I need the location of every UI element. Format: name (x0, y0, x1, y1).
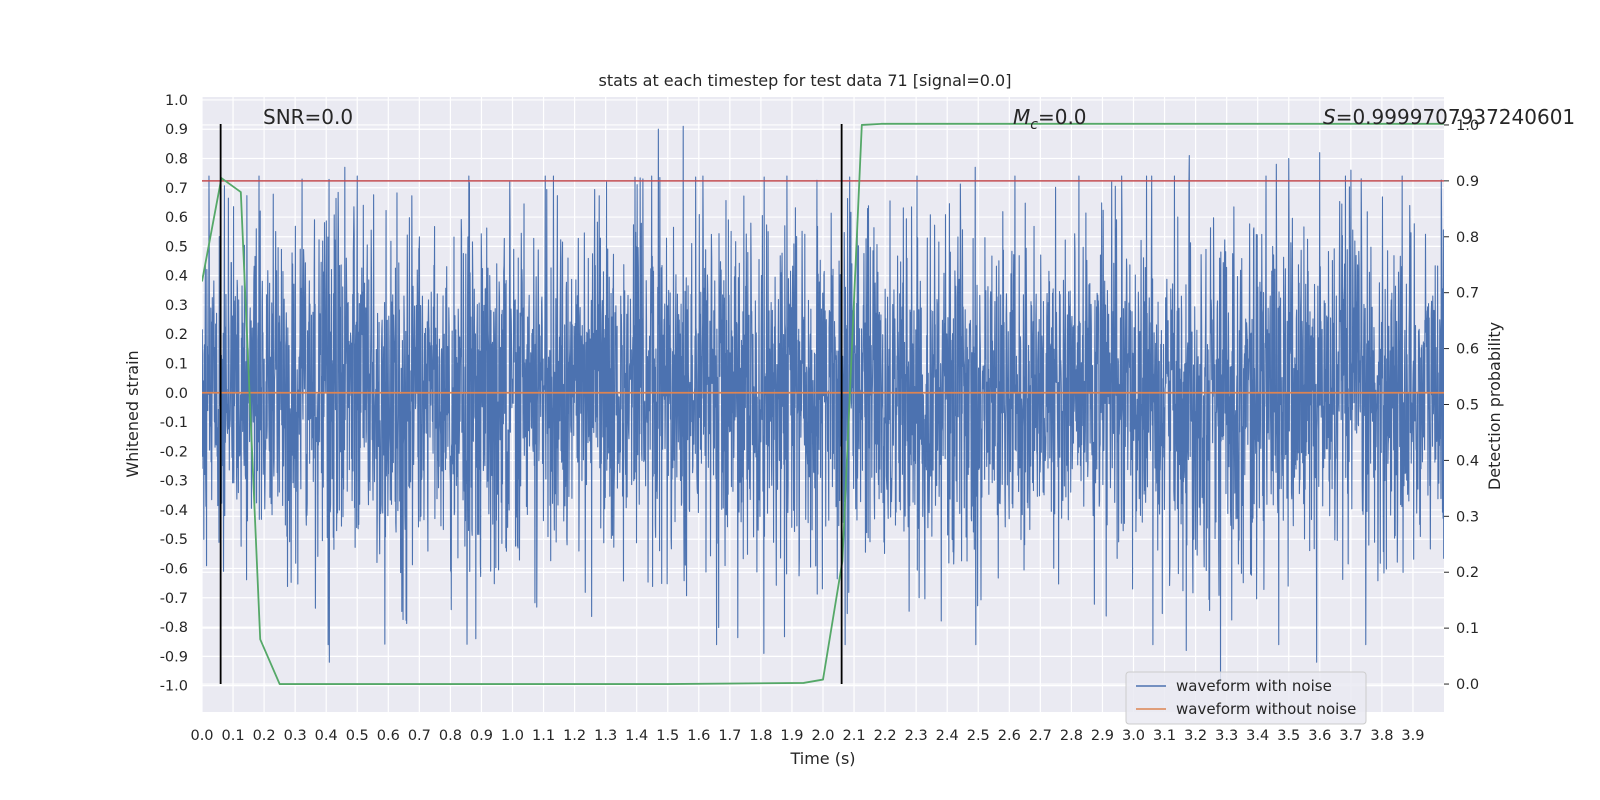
chirp-mass-subscript: c (1030, 117, 1038, 133)
series-detection-probability (202, 122, 1444, 685)
score-symbol: S (1323, 105, 1336, 129)
score-annotation: S=0.9999707937240601 (1323, 105, 1575, 129)
y2-tick-label: 0.9 (1456, 174, 1479, 190)
x-tick-label: 3.1 (1153, 728, 1176, 744)
noise-series (202, 125, 1444, 684)
y-tick-label: 0.7 (165, 181, 188, 197)
x-tick-label: 2.6 (998, 728, 1021, 744)
y2-tick-label: 0.6 (1456, 342, 1479, 358)
y-tick-label: -0.5 (160, 532, 188, 548)
y-tick-label: -1.0 (160, 679, 188, 695)
marks (219, 124, 843, 685)
x-tick-label: 2.4 (936, 728, 959, 744)
y-tick-label: -0.8 (160, 620, 188, 636)
legend: waveform with noise waveform without noi… (1125, 671, 1367, 725)
x-tick-label: 1.8 (749, 728, 772, 744)
x-tick-label: 3.3 (1215, 728, 1238, 744)
x-tick-label: 2.3 (905, 728, 928, 744)
y-tick-label: 0.3 (165, 298, 188, 314)
x-tick-label: 3.4 (1246, 728, 1269, 744)
y-tick-label: 0.1 (165, 357, 188, 373)
score-value: =0.9999707937240601 (1336, 105, 1575, 129)
legend-box (1125, 671, 1367, 725)
y2-tick-label: 0.2 (1456, 565, 1479, 581)
x-tick-label: 3.7 (1339, 728, 1362, 744)
y-tick-label: -0.9 (160, 649, 188, 665)
y-tick-label: -0.2 (160, 444, 188, 460)
y2-tick-label: 0.7 (1456, 286, 1479, 302)
y-tick-label: 0.8 (165, 152, 188, 168)
x-tick-label: 3.2 (1184, 728, 1207, 744)
x-tick-label: 1.2 (563, 728, 586, 744)
y2-axis-label: Detection probability (1485, 322, 1504, 490)
y2-tick-label: 0.0 (1456, 677, 1479, 693)
y-axis-label: Whitened strain (123, 350, 142, 477)
y2-tick-label: 0.3 (1456, 509, 1479, 525)
x-tick-label: 3.9 (1401, 728, 1424, 744)
x-tick-label: 0.8 (439, 728, 462, 744)
y2-tick-label: 0.4 (1456, 453, 1479, 469)
y-tick-label: 0.0 (165, 386, 188, 402)
line-series (202, 122, 1444, 685)
y-tick-label: 0.4 (165, 269, 188, 285)
y-tick-label: 0.9 (165, 122, 188, 138)
x-tick-label: 2.9 (1091, 728, 1114, 744)
snr-annotation: SNR=0.0 (263, 105, 353, 129)
x-tick-label: 0.1 (222, 728, 245, 744)
x-tick-label: 2.8 (1060, 728, 1083, 744)
x-tick-label: 3.5 (1277, 728, 1300, 744)
x-tick-label: 1.7 (718, 728, 741, 744)
x-axis-label: Time (s) (789, 749, 855, 768)
y2-tick-label: 0.1 (1456, 621, 1479, 637)
y2-tick-label: 0.8 (1456, 230, 1479, 246)
series-waveform-with-noise (202, 125, 1444, 684)
x-tick-label: 3.6 (1308, 728, 1331, 744)
x-tick-label: 0.9 (470, 728, 493, 744)
chirp-mass-annotation: Mc=0.0 (1013, 105, 1087, 133)
chirp-mass-value: =0.0 (1038, 105, 1087, 129)
x-tick-label: 0.5 (346, 728, 369, 744)
x-tick-label: 0.7 (408, 728, 431, 744)
y-tick-label: -0.1 (160, 415, 188, 431)
y-tick-label: -0.4 (160, 503, 188, 519)
x-tick-label: 0.2 (253, 728, 276, 744)
y-tick-label: 0.5 (165, 239, 188, 255)
x-tick-label: 1.0 (501, 728, 524, 744)
x-tick-label: 0.3 (284, 728, 307, 744)
x-tick-label: 2.0 (811, 728, 834, 744)
x-tick-label: 0.0 (190, 728, 213, 744)
chart-title: stats at each timestep for test data 71 … (599, 71, 1012, 90)
y-tick-label: 1.0 (165, 93, 188, 109)
chirp-mass-symbol: M (1013, 105, 1030, 129)
x-tick-label: 1.6 (687, 728, 710, 744)
x-tick-labels: 0.0 0.1 0.2 0.3 0.4 0.5 0.6 0.7 0.8 0.9 1.0 1.1 1.2 1… (190, 728, 1424, 744)
y-tick-labels: 1.0 0.9 0.8 0.7 0.6 0.5 0.4 0.3 0.2 0.1 0.0 -0.1 -0.… (160, 93, 188, 695)
x-tick-label: 1.3 (594, 728, 617, 744)
x-tick-label: 2.2 (874, 728, 897, 744)
legend-label-clean: waveform without noise (1176, 700, 1356, 718)
y-tick-label: 0.2 (165, 327, 188, 343)
x-tick-label: 1.4 (625, 728, 648, 744)
x-tick-label: 0.4 (315, 728, 338, 744)
x-tick-label: 1.5 (656, 728, 679, 744)
x-tick-label: 2.7 (1029, 728, 1052, 744)
x-tick-label: 0.6 (377, 728, 400, 744)
y2-tick-labels: 1.0 0.9 0.8 0.7 0.6 0.5 0.4 0.3 0.2 0.1 0.0 (1444, 118, 1479, 693)
y-tick-label: -0.3 (160, 474, 188, 490)
legend-label-noise: waveform with noise (1176, 677, 1332, 695)
y2-tick-label: 1.0 (1456, 118, 1479, 134)
y-tick-label: -0.7 (160, 591, 188, 607)
y-tick-label: 0.6 (165, 210, 188, 226)
x-tick-label: 3.8 (1370, 728, 1393, 744)
x-tick-label: 1.1 (532, 728, 555, 744)
y-tick-label: -0.6 (160, 562, 188, 578)
x-tick-label: 1.9 (780, 728, 803, 744)
y2-tick-label: 0.5 (1456, 398, 1479, 414)
x-tick-label: 2.5 (967, 728, 990, 744)
x-tick-label: 3.0 (1122, 728, 1145, 744)
x-tick-label: 2.1 (843, 728, 866, 744)
